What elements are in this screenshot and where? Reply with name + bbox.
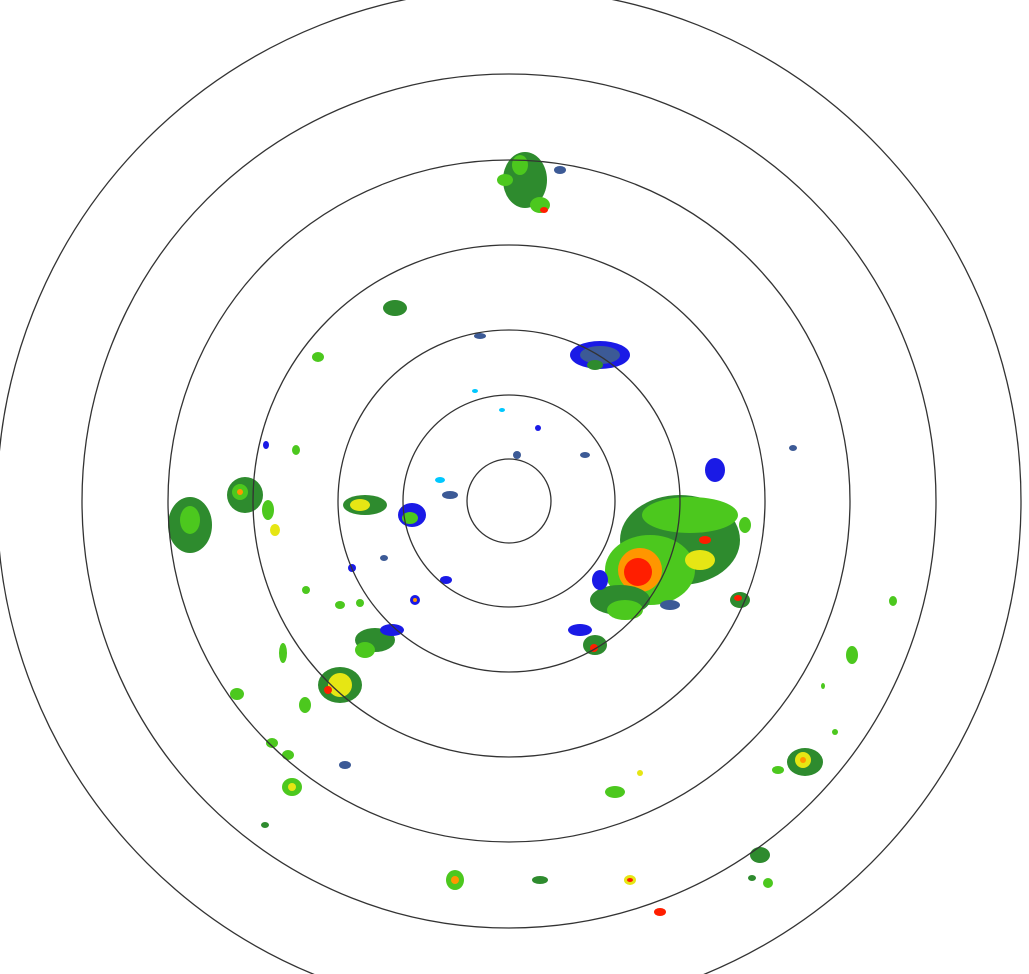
echo-cell-red xyxy=(624,558,652,586)
echo-cell-green xyxy=(642,497,738,533)
echo-cell-dark-green xyxy=(532,876,548,884)
echo-cell-yellow xyxy=(270,524,280,536)
range-ring-2 xyxy=(402,394,616,608)
echo-cell-yellow xyxy=(328,673,352,697)
echo-cell-yellow xyxy=(637,770,643,776)
echo-cell-orange xyxy=(800,757,806,763)
echo-cell-green xyxy=(889,596,897,606)
echo-cell-slate xyxy=(474,333,486,339)
echo-cell-green xyxy=(739,517,751,533)
echo-cell-green xyxy=(302,586,310,594)
echo-cell-green xyxy=(292,445,300,455)
echo-cell-red xyxy=(324,686,332,694)
echo-cell-green xyxy=(230,688,244,700)
echo-cell-light-cyan xyxy=(499,408,505,412)
echo-cell-dark-green xyxy=(261,822,269,828)
echo-cell-green xyxy=(312,352,324,362)
echo-cell-blue xyxy=(592,570,608,590)
range-ring-5 xyxy=(167,159,851,843)
echo-cell-green xyxy=(497,174,513,186)
echo-cell-green xyxy=(180,506,200,534)
echo-cell-green xyxy=(266,738,278,748)
echo-cell-slate xyxy=(339,761,351,769)
echo-cell-green xyxy=(279,643,287,663)
echo-cell-slate xyxy=(380,555,388,561)
echo-cell-orange xyxy=(237,489,243,495)
echo-cell-dark-green xyxy=(748,875,756,881)
echo-cell-green xyxy=(356,599,364,607)
echo-cell-blue xyxy=(263,441,269,449)
echo-cell-green xyxy=(355,642,375,658)
echo-cell-red xyxy=(540,207,548,213)
echo-cell-slate xyxy=(660,600,680,610)
echo-cell-yellow xyxy=(288,783,296,791)
echo-cell-slate xyxy=(442,491,458,499)
echo-cell-green xyxy=(832,729,838,735)
range-ring-3 xyxy=(337,329,681,673)
echo-cell-dark-green xyxy=(750,847,770,863)
range-ring-4 xyxy=(252,244,766,758)
echo-cell-green xyxy=(772,766,784,774)
echo-cell-blue xyxy=(380,624,404,636)
range-ring-6 xyxy=(81,73,937,929)
echo-cell-green xyxy=(607,600,643,620)
echo-cell-orange xyxy=(413,598,417,602)
range-ring-1 xyxy=(466,458,552,544)
echo-cell-slate xyxy=(580,452,590,458)
echo-cell-green xyxy=(402,512,418,524)
echo-cell-green xyxy=(335,601,345,609)
echo-cell-light-cyan xyxy=(472,389,478,393)
echo-cell-yellow xyxy=(685,550,715,570)
echo-cell-green xyxy=(282,750,294,760)
echo-cell-light-cyan xyxy=(435,477,445,483)
echo-cell-blue xyxy=(568,624,592,636)
echo-cell-green xyxy=(605,786,625,798)
echo-cell-green xyxy=(262,500,274,520)
echo-cell-slate xyxy=(789,445,797,451)
echo-cell-red xyxy=(627,878,633,882)
echo-cell-red xyxy=(654,908,666,916)
echo-cell-blue xyxy=(535,425,541,431)
echo-cell-green xyxy=(763,878,773,888)
echo-cell-red xyxy=(734,595,742,601)
echo-cell-blue xyxy=(440,576,452,584)
echo-cell-dark-green xyxy=(587,360,603,370)
echo-cell-orange xyxy=(451,876,459,884)
echo-cell-green xyxy=(821,683,825,689)
echo-cell-blue xyxy=(705,458,725,482)
echo-cell-dark-green xyxy=(383,300,407,316)
echo-cell-slate xyxy=(513,451,521,459)
echo-cell-green xyxy=(512,155,528,175)
echo-cell-slate xyxy=(554,166,566,174)
echo-cell-yellow xyxy=(350,499,370,511)
precipitation-echoes xyxy=(168,152,897,916)
echo-cell-green xyxy=(299,697,311,713)
echo-cell-red xyxy=(699,536,711,544)
echo-cell-green xyxy=(846,646,858,664)
